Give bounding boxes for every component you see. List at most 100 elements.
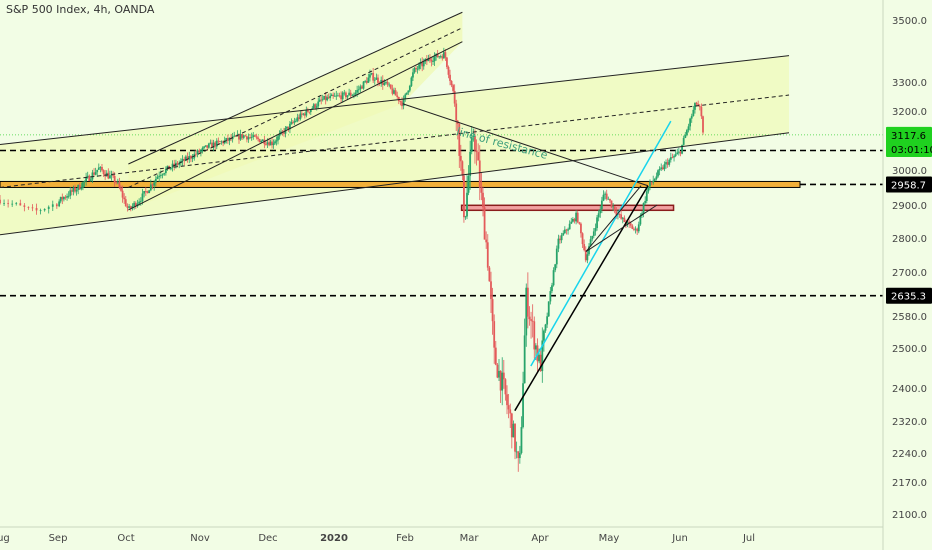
candle-body: [196, 150, 199, 155]
candle-body: [676, 152, 679, 155]
candle-body: [149, 184, 152, 191]
candle-body: [171, 163, 174, 168]
candle-body: [504, 379, 507, 395]
candle-body: [228, 137, 231, 141]
candle-body: [258, 139, 261, 143]
candle-body: [380, 79, 383, 84]
candle-body: [596, 217, 598, 229]
candle-body: [345, 92, 347, 98]
candle-body: [450, 80, 453, 86]
price-badge-bg: [886, 287, 932, 304]
candle-body: [112, 175, 114, 177]
chart-title: S&P 500 Index, 4h, OANDA: [6, 3, 155, 16]
candle-body: [86, 175, 89, 178]
x-tick-label: Jul: [742, 533, 755, 544]
candle-body: [649, 181, 651, 187]
candle-body: [571, 218, 574, 222]
candle-body: [354, 92, 357, 95]
candle-body: [681, 144, 683, 154]
candle-body: [181, 158, 184, 162]
uptrend-line: [514, 185, 649, 412]
triangle-lower-line: [585, 185, 642, 252]
candle-body: [397, 97, 400, 102]
candle-body: [589, 239, 592, 247]
candle-body: [541, 340, 544, 372]
candle-body: [242, 135, 245, 138]
candle-body: [249, 137, 251, 138]
candle-body: [461, 161, 464, 176]
candle-body: [592, 231, 595, 236]
price-badge-text: 2958.7: [891, 180, 926, 191]
candle-body: [43, 208, 46, 211]
candle-body: [559, 238, 561, 241]
candle-body: [341, 92, 344, 100]
candle-body: [455, 103, 458, 121]
candle-body: [250, 137, 253, 138]
candle-body: [128, 206, 131, 208]
candle-body: [323, 95, 326, 100]
candle-body: [470, 137, 473, 152]
candle-body: [438, 56, 441, 58]
candle-body: [7, 203, 10, 205]
candle-body: [432, 61, 434, 63]
candle-body: [166, 165, 169, 169]
candle-body: [446, 57, 448, 67]
candle-body: [555, 248, 558, 265]
candle-body: [591, 235, 594, 240]
x-tick-label: May: [599, 533, 620, 544]
candle-body: [533, 321, 536, 350]
candle-body: [486, 242, 489, 268]
candle-body: [499, 370, 502, 391]
candle-body: [82, 182, 84, 188]
candle-body: [439, 56, 442, 58]
candle-body: [353, 94, 355, 96]
candle-body: [362, 81, 365, 89]
x-axis[interactable]: Sep Oct Nov Dec 2020 Feb Mar Apr May Jun Jul Aug: [0, 526, 883, 544]
y-tick-label: 2580.0: [892, 312, 927, 323]
candle-body: [628, 221, 631, 224]
candle-body: [642, 202, 645, 214]
candle-body: [93, 172, 95, 175]
candle-body: [154, 178, 157, 183]
candle-body: [80, 187, 83, 190]
candle-body: [673, 156, 675, 158]
candle-body: [201, 147, 204, 151]
price-badge-text: 03:01:10: [891, 145, 932, 156]
candle-body: [510, 413, 513, 438]
candle-body: [692, 109, 695, 116]
candle-body: [394, 90, 397, 96]
candle-body: [266, 142, 269, 145]
candles-layer: [0, 47, 704, 472]
candle-body: [188, 156, 191, 160]
candle-body: [198, 150, 201, 153]
candle-body: [178, 163, 181, 165]
candle-body: [74, 187, 76, 192]
candle-body: [385, 81, 387, 83]
candle-body: [330, 94, 333, 97]
candle-body: [416, 68, 419, 70]
candle-body: [480, 187, 483, 193]
candle-body: [233, 135, 236, 137]
candle-body: [260, 141, 263, 143]
candle-body: [126, 206, 129, 208]
candle-body: [185, 156, 187, 161]
candle-body: [332, 94, 335, 96]
candle-body: [483, 207, 486, 240]
candle-body: [534, 345, 537, 350]
candle-body: [679, 151, 682, 154]
steep-trend-line: [530, 120, 672, 367]
candle-body: [289, 123, 291, 130]
candle-body: [637, 224, 640, 232]
candle-body: [565, 229, 568, 231]
candle-body: [645, 191, 648, 201]
candle-body: [506, 394, 508, 406]
candle-body: [531, 320, 534, 322]
y-axis[interactable]: 3500.03300.03200.03100.03000.02900.02800…: [882, 0, 927, 550]
candle-body: [320, 99, 323, 101]
y-tick-label: 2400.0: [892, 384, 927, 395]
candle-body: [404, 94, 407, 99]
candle-body: [303, 113, 306, 116]
x-tick-label: Aug: [0, 533, 10, 544]
candle-body: [689, 118, 692, 127]
